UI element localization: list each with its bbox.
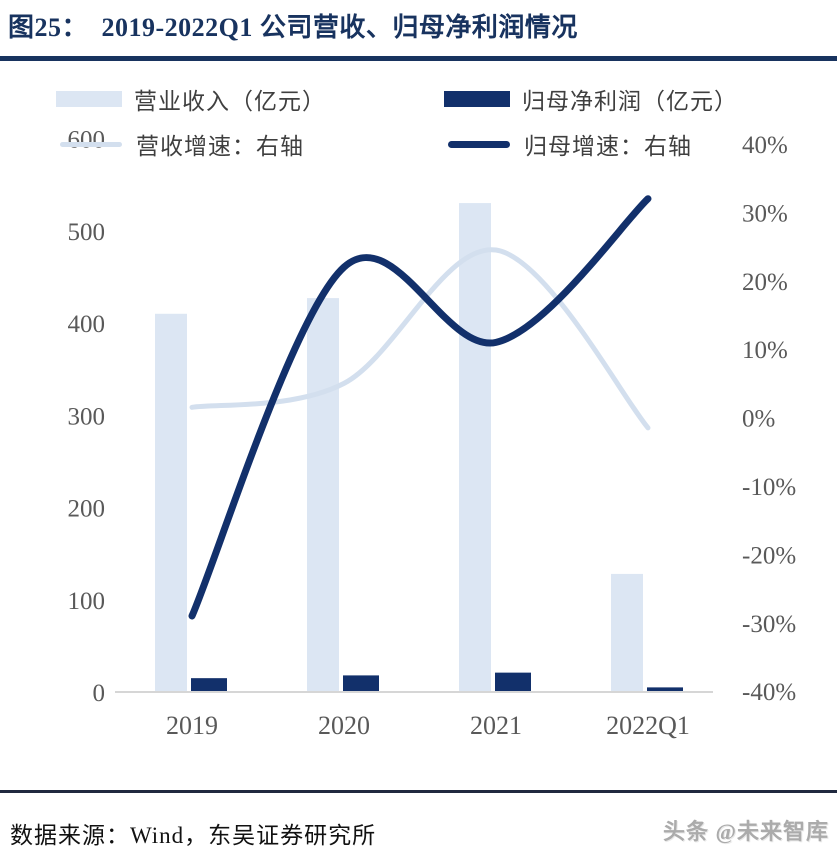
revenue-bar: [155, 313, 187, 692]
legend-label-profit-bar: 归母净利润（亿元）: [522, 89, 738, 114]
right-axis-tick-label: -10%: [742, 474, 796, 501]
right-axis-tick-label: -30%: [742, 611, 796, 638]
x-axis-category-label: 2020: [318, 711, 370, 740]
revenue-bar: [307, 298, 339, 692]
combo-chart: 600 500 400 300 200 100 0 40% 30% 20% 10% 0% -10% -20…: [0, 70, 837, 770]
legend-label-profit-line: 归母增速：右轴: [524, 134, 692, 159]
left-axis-tick-label: 600: [68, 127, 106, 154]
x-axis-category-label: 2019: [166, 711, 218, 740]
legend-label-revenue-line: 营收增速：右轴: [136, 134, 304, 159]
right-axis-tick-label: 10%: [742, 337, 788, 364]
right-axis-tick-label: 40%: [742, 132, 788, 159]
legend-label-revenue-bar: 营业收入（亿元）: [134, 89, 326, 114]
chart-canvas: 600 500 400 300 200 100 0 40% 30% 20% 10% 0% -10% -20…: [68, 127, 797, 741]
right-axis-tick-label: -20%: [742, 542, 796, 569]
data-source-text: 数据来源：Wind，东吴证券研究所: [10, 823, 377, 848]
toutiao-watermark: 头条 @未来智库: [663, 819, 829, 844]
profit-bar: [191, 678, 227, 692]
profit-bar: [495, 672, 531, 692]
legend-item-revenue-line: 营收增速：右轴: [58, 127, 304, 161]
right-axis-tick-label: -40%: [742, 679, 796, 706]
right-axis-tick-label: 30%: [742, 200, 788, 227]
left-axis-tick-label: 0: [93, 680, 106, 707]
left-axis-tick-label: 200: [68, 496, 106, 523]
legend-item-profit-line: 归母增速：右轴: [446, 127, 692, 161]
left-axis-tick-label: 300: [68, 403, 106, 430]
profit-bar-swatch: [444, 91, 510, 107]
revenue-growth-line-swatch: [60, 141, 122, 147]
profit-growth-line-swatch: [448, 140, 510, 148]
right-axis-tick-label: 20%: [742, 269, 788, 296]
legend-item-profit-bar: 归母净利润（亿元）: [444, 82, 738, 116]
profit-bar: [647, 687, 683, 692]
profit-bar: [343, 675, 379, 692]
left-axis-tick-label: 400: [68, 311, 106, 338]
revenue-bar-swatch: [56, 91, 122, 107]
left-axis-tick-label: 500: [68, 219, 106, 246]
revenue-bar: [459, 203, 491, 692]
x-axis-category-label: 2021: [470, 711, 522, 740]
x-axis-category-label: 2022Q1: [606, 711, 690, 740]
left-axis-tick-label: 100: [68, 588, 106, 615]
figure-title: 图25： 2019-2022Q1 公司营收、归母净利润情况: [8, 13, 578, 42]
legend-item-revenue-bar: 营业收入（亿元）: [56, 82, 326, 116]
profit-growth-line: [188, 195, 652, 620]
revenue-bar: [611, 573, 643, 692]
footer-divider-rule: [0, 790, 837, 793]
right-axis-tick-label: 0%: [742, 406, 775, 433]
title-divider-rule: [0, 56, 837, 61]
